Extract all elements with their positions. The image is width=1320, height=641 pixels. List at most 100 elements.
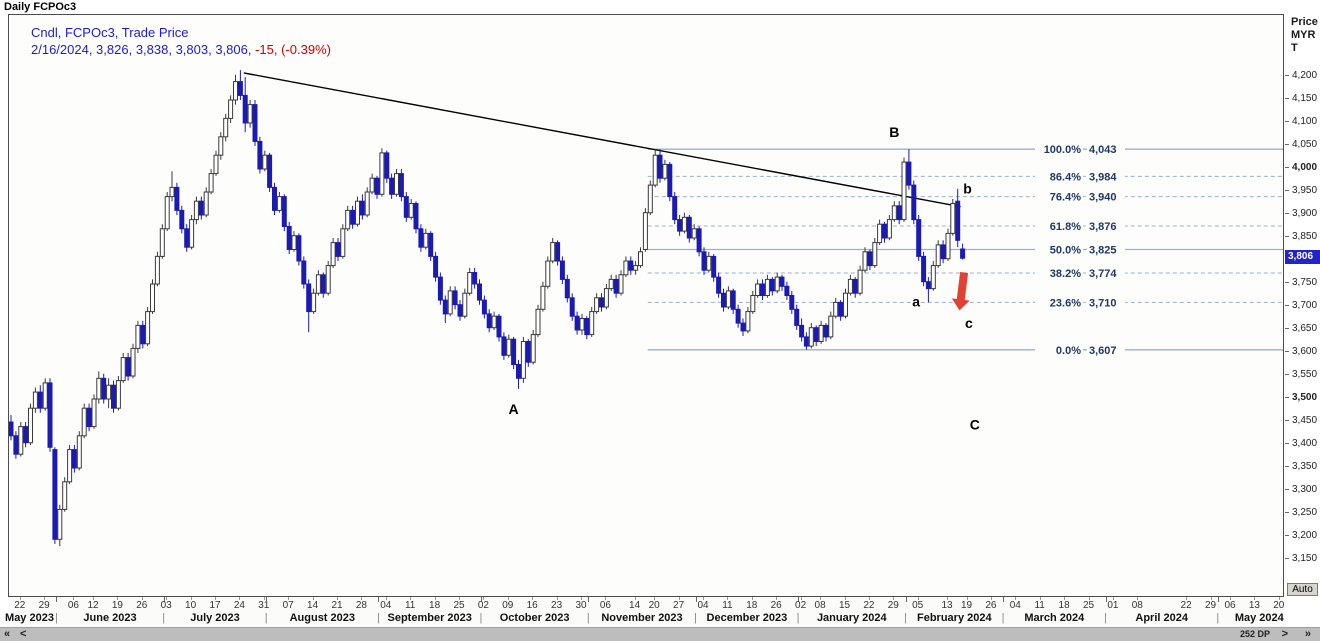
candle-body — [9, 421, 14, 437]
day-tickmark — [727, 597, 729, 600]
tick-dash — [1285, 144, 1289, 145]
price-tick-3750: 3,750 — [1285, 277, 1320, 289]
candle-body — [394, 173, 399, 195]
day-tick-label: 23 — [551, 600, 563, 611]
candle-body — [569, 297, 575, 317]
down-arrow[interactable] — [951, 271, 974, 311]
candle-body — [706, 255, 712, 271]
day-tickmark — [844, 597, 846, 600]
candle-body — [486, 313, 492, 329]
plot-area[interactable]: 100.0% 4,043 86.4% 3,984 76.4% 3,940 61.8% 3,87… — [8, 14, 1284, 597]
candle-body — [96, 377, 102, 400]
fib-label-bg — [1087, 190, 1125, 203]
wave-label-c[interactable]: c — [965, 315, 973, 331]
fib-pct-label: 0.0% — [1056, 345, 1081, 357]
scroll-left-button[interactable]: < — [20, 628, 27, 640]
candle-body — [262, 154, 268, 170]
month-boundary-tick — [163, 597, 165, 602]
scroll-right-button[interactable]: > — [1281, 628, 1288, 640]
candle-body — [433, 255, 439, 278]
candle-body — [925, 281, 931, 290]
candle-body — [252, 104, 258, 142]
day-tickmark — [581, 597, 582, 600]
wave-label-B[interactable]: B — [889, 124, 899, 140]
candle-body — [916, 219, 922, 257]
candle-body — [472, 272, 478, 285]
candle-body — [828, 315, 834, 338]
day-tickmark — [263, 597, 265, 600]
day-tick-label: 20 — [648, 600, 660, 611]
day-tick-label: 12 — [87, 600, 99, 611]
candle-body — [652, 154, 658, 186]
month-label-September-2023: September 2023 — [387, 612, 472, 624]
month-label-April-2024: April 2024 — [1135, 612, 1188, 624]
day-tick-label: 15 — [838, 600, 851, 611]
wave-label-C[interactable]: C — [970, 416, 980, 432]
day-tick-label: 25 — [1082, 600, 1095, 611]
candle-body — [91, 398, 97, 428]
price-axis[interactable]: Price MYR T 4,200 4,150 4,100 4,050 4,000 3,9… — [1285, 14, 1320, 597]
day-tickmark — [361, 597, 363, 600]
wave-label-a[interactable]: a — [912, 294, 920, 310]
candle-body — [833, 301, 839, 317]
candle-body — [398, 173, 404, 198]
wave-label-b[interactable]: b — [963, 180, 972, 196]
month-separator: | — [586, 612, 590, 624]
candle-body — [189, 219, 195, 248]
candle-body — [921, 255, 927, 283]
day-tick-label: 03 — [160, 600, 172, 611]
bottom-scrollbar[interactable]: « < 252 DP > » — [0, 627, 1320, 641]
tick-dash — [1285, 443, 1289, 444]
month-label-February-2024: February 2024 — [916, 612, 992, 624]
candle-body — [491, 315, 497, 329]
candle-body — [599, 297, 604, 308]
chart-svg[interactable]: 100.0% 4,043 86.4% 3,984 76.4% 3,940 61.8% 3,87… — [9, 15, 1283, 596]
legend-change-values: -15, (-0.39%) — [255, 42, 331, 57]
tick-dash — [1285, 466, 1289, 467]
candle-body — [223, 117, 229, 138]
day-tick-label: 14 — [307, 600, 319, 611]
trendline[interactable] — [243, 72, 961, 208]
candle-body — [467, 272, 473, 294]
day-tick-label: 22 — [14, 600, 26, 611]
day-tick-label: 29 — [1204, 600, 1217, 611]
day-tickmark — [1254, 597, 1256, 600]
day-tick-label: 30 — [575, 600, 587, 611]
scroll-far-left-button[interactable]: « — [4, 628, 11, 640]
candle-body — [760, 283, 765, 296]
price-tick-4050: 4,050 — [1285, 139, 1320, 151]
candle-body — [930, 265, 936, 290]
day-tick-label: 22 — [863, 600, 875, 611]
auto-scale-button[interactable]: Auto — [1287, 583, 1318, 596]
price-tick-4000: 4,000 — [1285, 162, 1320, 174]
day-tickmark — [893, 597, 895, 600]
wave-label-A[interactable]: A — [509, 401, 519, 417]
day-tickmark — [654, 597, 656, 600]
price-tick-4150: 4,150 — [1285, 93, 1320, 105]
candles-layer — [9, 70, 966, 547]
month-separator: | — [694, 612, 698, 624]
day-tick-label: 20 — [1273, 600, 1285, 611]
price-tick-3600: 3,600 — [1285, 346, 1320, 358]
day-tickmark — [966, 597, 968, 600]
wave-labels: A Ba b c C — [509, 124, 980, 432]
candle-body — [413, 203, 419, 230]
fibonacci-labels: 100.0% 4,043 86.4% 3,984 76.4% 3,940 61.8% 3,87… — [1035, 143, 1125, 357]
candle-body — [745, 311, 751, 332]
candle-body — [711, 255, 717, 278]
candle-body — [213, 154, 219, 175]
candle-body — [735, 308, 741, 324]
candle-body — [594, 297, 600, 313]
tick-dash — [1285, 167, 1289, 168]
candle-body — [940, 244, 946, 260]
scroll-far-right-button[interactable]: » — [1304, 628, 1311, 640]
candle-body — [496, 315, 502, 338]
day-tickmark — [507, 597, 509, 600]
month-boundary-tick — [480, 597, 482, 602]
candle-body — [208, 173, 214, 193]
candle-body — [350, 209, 356, 225]
day-tick-label: 02 — [477, 600, 489, 611]
fib-label-bg — [1087, 243, 1125, 256]
day-tick-label: 31 — [258, 600, 270, 611]
